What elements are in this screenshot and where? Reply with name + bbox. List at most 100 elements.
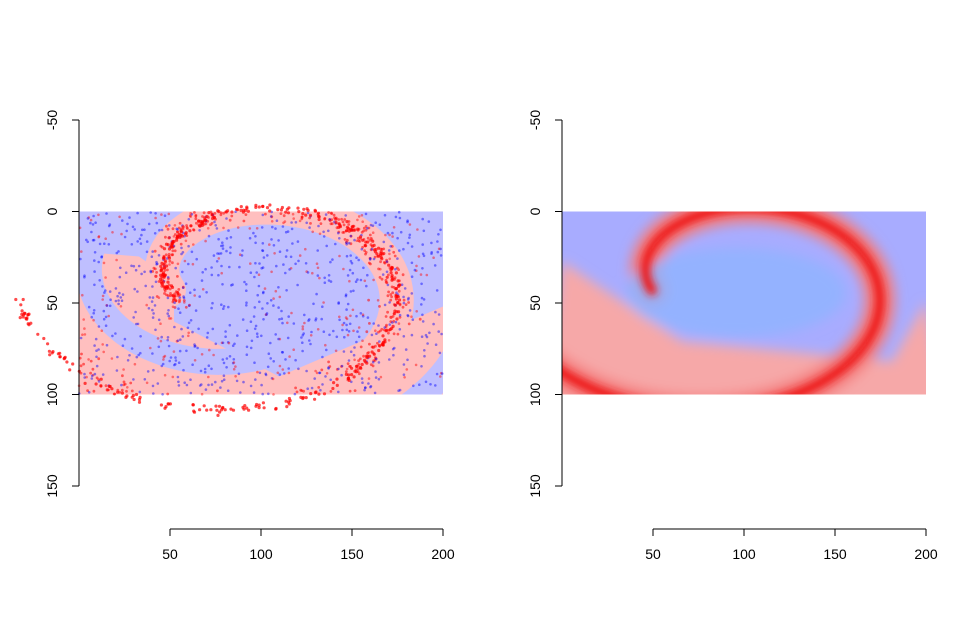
- red-point: [79, 364, 83, 368]
- scatter-point: [215, 227, 219, 230]
- red-point: [377, 267, 380, 271]
- scatter-point: [252, 315, 256, 318]
- scatter-point: [324, 343, 327, 347]
- scatter-point: [108, 290, 112, 293]
- scatter-point: [403, 376, 406, 379]
- red-point: [371, 345, 375, 349]
- red-point: [328, 219, 332, 223]
- red-point: [282, 214, 286, 218]
- scatter-point: [366, 227, 369, 230]
- scatter-point: [378, 340, 381, 343]
- red-point: [22, 313, 26, 317]
- scatter-point: [306, 271, 310, 274]
- red-point: [160, 275, 164, 279]
- red-point: [334, 220, 338, 225]
- red-point: [229, 407, 233, 411]
- red-point: [210, 213, 214, 217]
- scatter-point: [145, 250, 149, 254]
- scatter-point: [428, 331, 431, 335]
- scatter-point: [126, 386, 129, 389]
- scatter-point: [265, 312, 269, 315]
- red-point: [390, 295, 393, 299]
- scatter-point: [256, 335, 259, 339]
- red-point: [329, 390, 333, 393]
- red-point: [349, 242, 353, 246]
- red-point: [123, 382, 127, 386]
- red-point: [176, 234, 180, 238]
- red-point: [329, 222, 333, 226]
- red-point: [317, 392, 321, 396]
- red-point: [132, 397, 136, 402]
- scatter-point: [194, 309, 198, 312]
- scatter-point: [436, 250, 440, 254]
- scatter-point: [114, 332, 117, 335]
- scatter-point: [402, 363, 406, 366]
- red-point: [173, 249, 177, 253]
- red-point: [179, 233, 183, 237]
- scatter-point: [232, 358, 236, 361]
- red-point: [188, 303, 191, 307]
- red-point: [176, 275, 179, 278]
- scatter-point: [410, 261, 414, 265]
- scatter-point: [138, 390, 142, 394]
- red-point: [356, 367, 360, 371]
- scatter-point: [321, 305, 324, 309]
- scatter-point: [228, 355, 232, 358]
- red-point: [254, 404, 258, 408]
- red-point: [222, 211, 226, 215]
- red-point: [120, 388, 124, 392]
- scatter-point: [280, 317, 284, 321]
- red-point: [19, 303, 23, 307]
- scatter-point: [352, 289, 355, 293]
- red-point: [387, 290, 390, 294]
- scatter-point: [254, 378, 257, 381]
- red-point: [241, 210, 245, 214]
- red-point: [46, 342, 50, 346]
- scatter-point: [262, 290, 265, 294]
- scatter-point: [374, 370, 377, 373]
- red-point: [301, 212, 305, 216]
- scatter-point: [261, 249, 265, 253]
- red-point: [402, 298, 406, 302]
- red-point: [264, 212, 267, 216]
- red-point: [357, 362, 361, 366]
- red-point: [228, 218, 232, 222]
- red-point: [393, 309, 397, 313]
- scatter-point: [274, 333, 278, 336]
- scatter-point: [386, 231, 390, 235]
- scatter-point: [315, 262, 319, 266]
- red-point: [165, 224, 168, 228]
- scatter-point: [314, 319, 317, 322]
- scatter-point: [114, 287, 118, 290]
- red-point: [352, 375, 356, 379]
- scatter-point: [221, 283, 224, 286]
- scatter-point: [308, 318, 311, 321]
- scatter-point: [345, 243, 349, 246]
- scatter-point: [348, 268, 352, 272]
- red-point: [110, 387, 114, 391]
- scatter-point: [94, 221, 97, 224]
- y-tick-label: 100: [527, 383, 543, 407]
- red-point: [361, 245, 364, 249]
- scatter-point: [213, 220, 216, 224]
- scatter-point: [258, 371, 262, 375]
- red-point: [341, 231, 345, 234]
- scatter-point: [180, 246, 183, 250]
- y-tick-label: 0: [527, 207, 543, 215]
- red-point: [396, 301, 400, 305]
- red-point: [215, 408, 219, 412]
- red-point: [313, 397, 317, 401]
- red-point: [91, 367, 95, 371]
- scatter-point: [210, 273, 214, 277]
- scatter-point: [187, 321, 191, 325]
- scatter-point: [216, 252, 219, 255]
- scatter-point: [391, 347, 395, 351]
- scatter-point: [87, 358, 90, 361]
- scatter-point: [154, 328, 157, 332]
- scatter-point: [426, 342, 429, 345]
- scatter-point: [150, 300, 154, 303]
- scatter-point: [193, 288, 196, 292]
- scatter-point: [152, 312, 155, 315]
- scatter-point: [437, 233, 440, 236]
- scatter-point: [245, 289, 248, 293]
